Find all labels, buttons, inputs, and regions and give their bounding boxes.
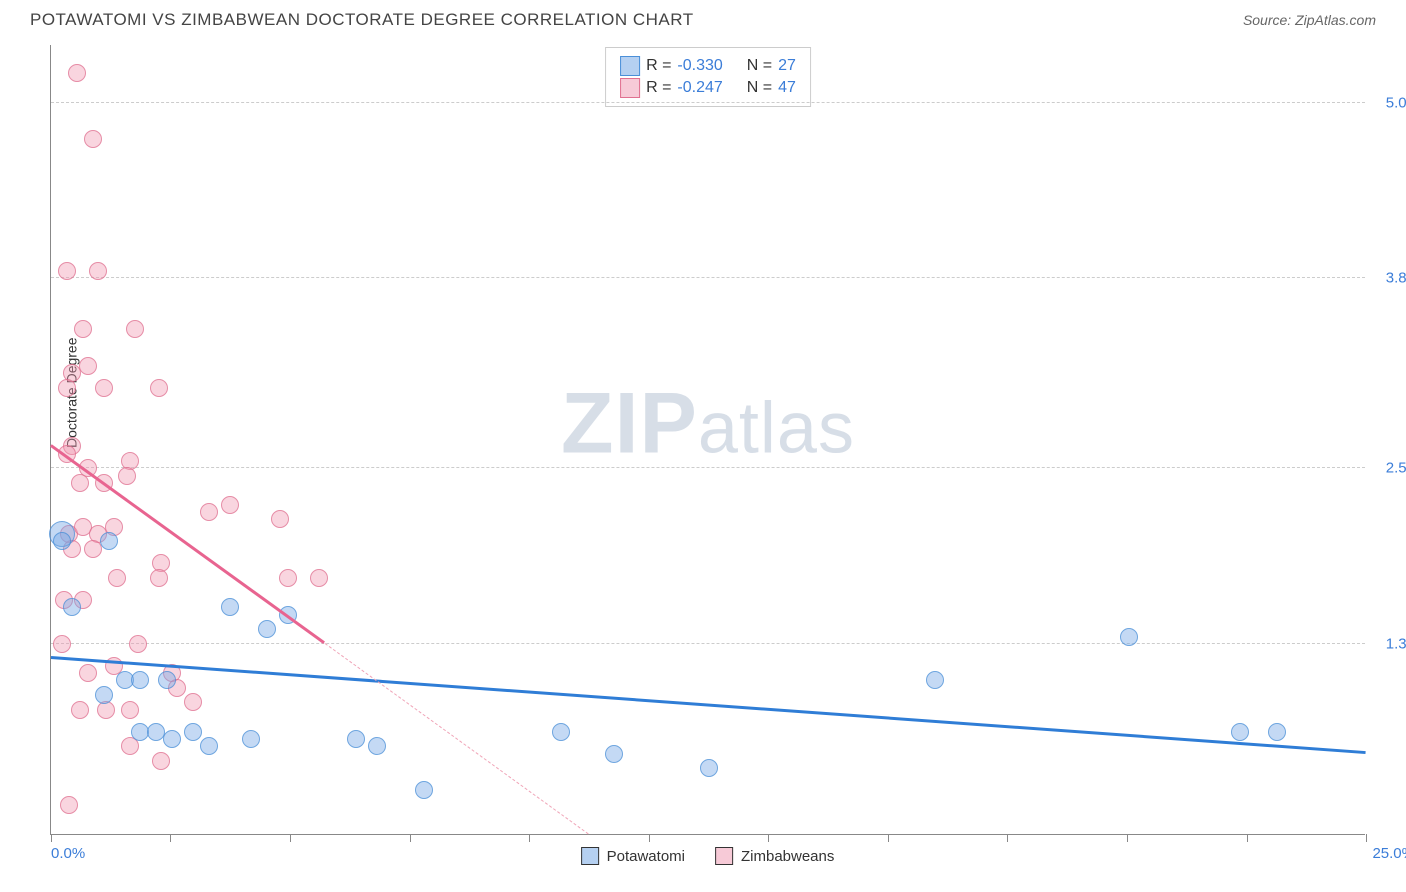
chart-title: POTAWATOMI VS ZIMBABWEAN DOCTORATE DEGRE…	[30, 10, 694, 30]
data-point-pink	[184, 693, 202, 711]
legend-swatch	[581, 847, 599, 865]
y-tick-label: 3.8%	[1386, 270, 1406, 287]
data-point-pink	[279, 569, 297, 587]
series-legend: Potawatomi Zimbabweans	[581, 847, 835, 865]
gridline	[51, 277, 1365, 278]
data-point-pink	[79, 664, 97, 682]
n-label: N =	[747, 57, 772, 75]
data-point-pink	[71, 474, 89, 492]
data-point-pink	[60, 796, 78, 814]
watermark-zip: ZIP	[561, 375, 698, 471]
x-tick	[649, 834, 650, 842]
data-point-blue	[242, 730, 260, 748]
data-point-pink	[84, 130, 102, 148]
data-point-pink	[271, 510, 289, 528]
gridline	[51, 467, 1365, 468]
data-point-pink	[118, 467, 136, 485]
x-tick	[1366, 834, 1367, 842]
data-point-pink	[150, 379, 168, 397]
data-point-blue	[926, 671, 944, 689]
x-tick	[888, 834, 889, 842]
legend-swatch	[715, 847, 733, 865]
data-point-blue	[605, 745, 623, 763]
x-tick	[529, 834, 530, 842]
data-point-blue	[368, 737, 386, 755]
n-value: 47	[778, 79, 796, 97]
plot-area: ZIPatlas R =-0.330N =27R =-0.247N =47 Do…	[50, 45, 1365, 835]
x-tick	[170, 834, 171, 842]
data-point-blue	[158, 671, 176, 689]
n-value: 27	[778, 57, 796, 75]
gridline	[51, 102, 1365, 103]
legend-swatch	[620, 56, 640, 76]
x-tick	[1247, 834, 1248, 842]
stats-legend: R = -0.330 N = 27 R = -0.247 N = 47	[605, 47, 811, 107]
data-point-pink	[129, 635, 147, 653]
x-tick	[1007, 834, 1008, 842]
watermark: ZIPatlas	[561, 374, 855, 473]
n-label: N =	[747, 79, 772, 97]
data-point-blue	[1231, 723, 1249, 741]
x-tick	[51, 834, 52, 842]
data-point-blue	[1120, 628, 1138, 646]
data-point-blue	[100, 532, 118, 550]
gridline	[51, 643, 1365, 644]
legend-swatch	[620, 78, 640, 98]
x-tick	[290, 834, 291, 842]
r-value: -0.247	[677, 79, 722, 97]
x-tick	[410, 834, 411, 842]
data-point-blue	[95, 686, 113, 704]
data-point-blue	[200, 737, 218, 755]
stats-legend-row: R = -0.247 N = 47	[620, 78, 796, 98]
data-point-blue	[258, 620, 276, 638]
data-point-pink	[74, 320, 92, 338]
x-tick	[768, 834, 769, 842]
watermark-atlas: atlas	[698, 388, 855, 468]
stats-legend-row: R = -0.330 N = 27	[620, 56, 796, 76]
y-tick-label: 1.3%	[1386, 635, 1406, 652]
data-point-pink	[200, 503, 218, 521]
data-point-blue	[1268, 723, 1286, 741]
data-point-pink	[71, 701, 89, 719]
data-point-pink	[53, 635, 71, 653]
r-label: R =	[646, 57, 671, 75]
data-point-blue	[63, 598, 81, 616]
data-point-pink	[152, 752, 170, 770]
series-legend-label: Potawatomi	[607, 848, 685, 865]
y-tick-label: 5.0%	[1386, 94, 1406, 111]
data-point-pink	[150, 569, 168, 587]
data-point-pink	[108, 569, 126, 587]
data-point-pink	[221, 496, 239, 514]
data-point-pink	[79, 357, 97, 375]
series-legend-item: Zimbabweans	[715, 847, 834, 865]
data-point-pink	[89, 262, 107, 280]
x-axis-max-label: 25.0%	[1372, 845, 1406, 862]
data-point-pink	[310, 569, 328, 587]
data-point-pink	[58, 379, 76, 397]
data-point-blue	[53, 532, 71, 550]
chart-container: ZIPatlas R =-0.330N =27R =-0.247N =47 Do…	[50, 45, 1365, 835]
data-point-blue	[184, 723, 202, 741]
data-point-blue	[700, 759, 718, 777]
source-attribution: Source: ZipAtlas.com	[1243, 12, 1376, 28]
series-legend-label: Zimbabweans	[741, 848, 834, 865]
y-tick-label: 2.5%	[1386, 460, 1406, 477]
data-point-blue	[552, 723, 570, 741]
data-point-pink	[126, 320, 144, 338]
data-point-blue	[163, 730, 181, 748]
data-point-blue	[415, 781, 433, 799]
data-point-pink	[121, 701, 139, 719]
data-point-pink	[95, 379, 113, 397]
data-point-blue	[347, 730, 365, 748]
x-tick	[1127, 834, 1128, 842]
data-point-pink	[68, 64, 86, 82]
data-point-pink	[58, 262, 76, 280]
r-value: -0.330	[677, 57, 722, 75]
data-point-blue	[131, 671, 149, 689]
data-point-blue	[221, 598, 239, 616]
x-axis-min-label: 0.0%	[51, 845, 85, 862]
series-legend-item: Potawatomi	[581, 847, 685, 865]
r-label: R =	[646, 79, 671, 97]
